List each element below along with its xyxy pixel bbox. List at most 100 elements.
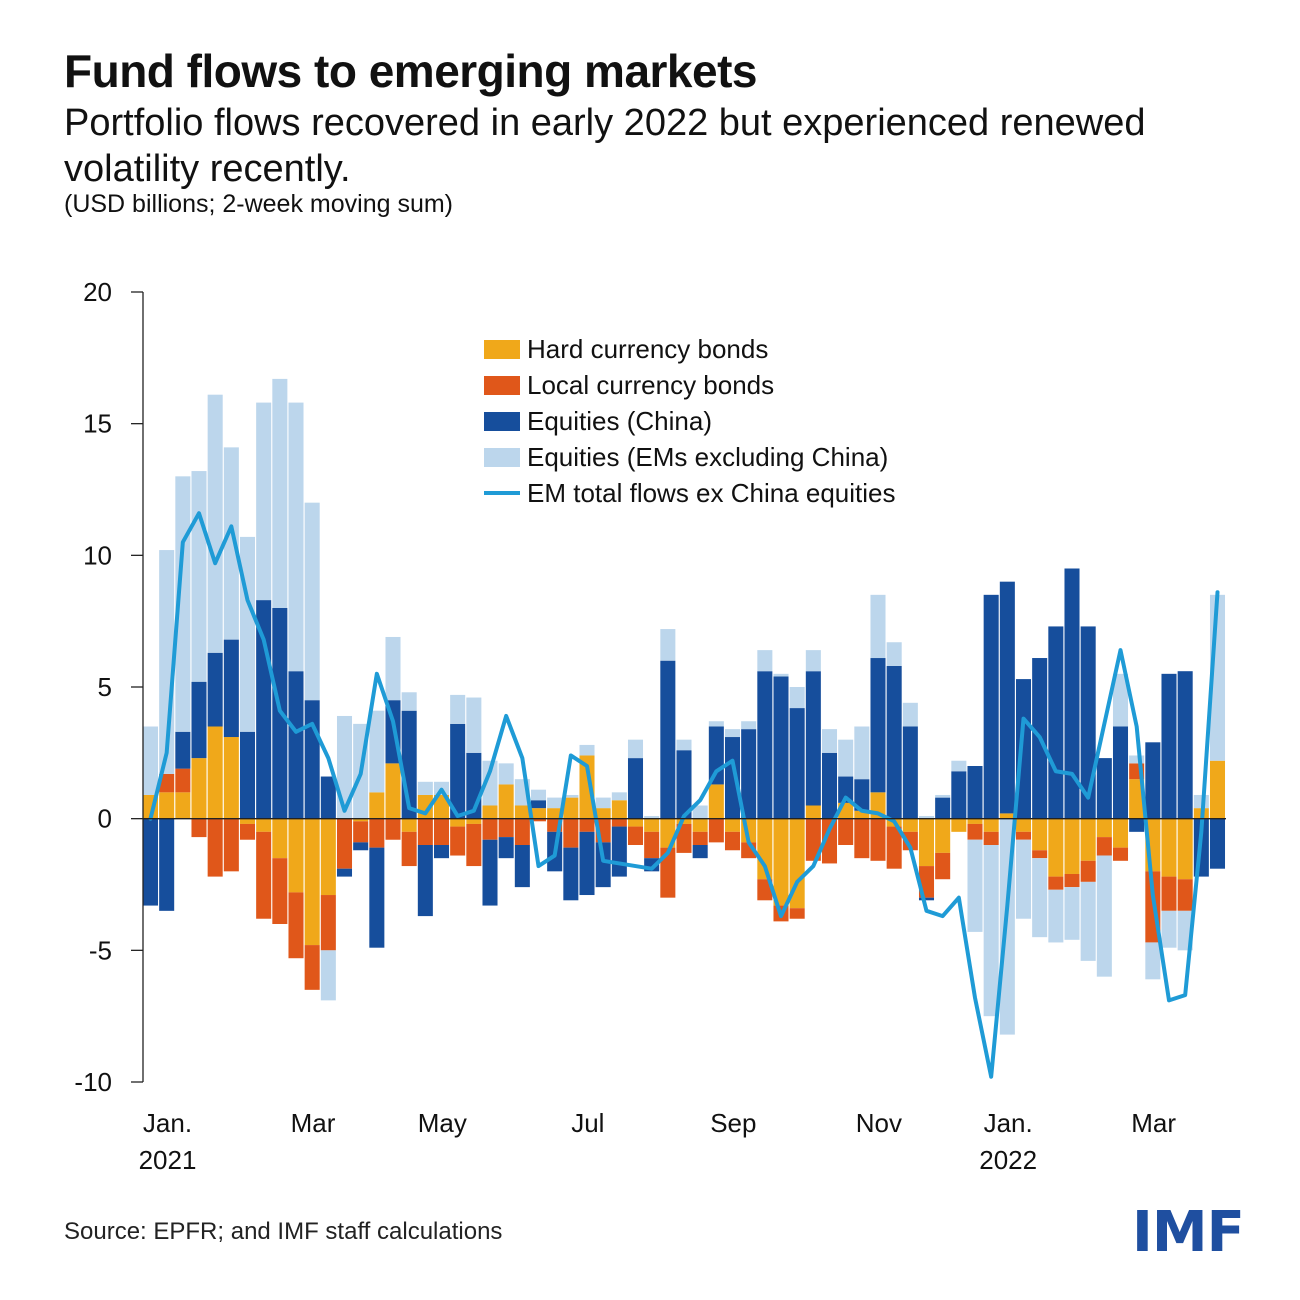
bar-hard-currency-bonds — [353, 818, 369, 822]
bar-equities-ex-china — [385, 636, 401, 701]
bar-equities-ex-china — [611, 792, 627, 801]
bar-local-currency-bonds — [288, 892, 304, 959]
bar-equities-ex-china — [563, 794, 579, 798]
bar-local-currency-bonds — [175, 768, 191, 793]
bar-equities-china — [579, 831, 595, 896]
bar-equities-ex-china — [1096, 855, 1112, 977]
line-em-total-flows — [148, 511, 1220, 1079]
bar-local-currency-bonds — [401, 831, 417, 867]
bar-local-currency-bonds — [821, 818, 838, 864]
bar-hard-currency-bonds — [1064, 818, 1080, 874]
bar-equities-ex-china — [547, 797, 563, 809]
bar-local-currency-bonds — [1064, 873, 1080, 888]
bar-equities-china — [1064, 568, 1080, 819]
bar-hard-currency-bonds — [385, 763, 401, 819]
bar-equities-ex-china — [708, 721, 724, 727]
bar-equities-china — [514, 845, 530, 888]
bar-equities-ex-china — [530, 789, 547, 801]
bar-equities-china — [870, 658, 886, 793]
bar-local-currency-bonds — [336, 818, 353, 869]
bar-equities-ex-china — [741, 721, 757, 730]
bar-equities-ex-china — [854, 726, 870, 780]
bar-local-currency-bonds — [320, 895, 336, 951]
legend: Hard currency bonds Local currency bonds E… — [484, 334, 896, 508]
bar-hard-currency-bonds — [466, 818, 482, 824]
bar-local-currency-bonds — [369, 818, 385, 848]
bar-equities-china — [1112, 726, 1129, 819]
bar-equities-ex-china — [175, 476, 191, 732]
bar-local-currency-bonds — [1177, 879, 1193, 911]
bar-local-currency-bonds — [902, 831, 918, 851]
line-layer — [148, 511, 1220, 1079]
x-tick-label: Jan. — [143, 1108, 192, 1138]
bar-equities-ex-china — [951, 760, 967, 772]
bar-local-currency-bonds — [983, 831, 999, 845]
bar-equities-ex-china — [223, 447, 239, 640]
bar-equities-ex-china — [288, 402, 304, 672]
bar-local-currency-bonds — [1015, 831, 1032, 840]
bar-equities-ex-china — [1015, 839, 1032, 919]
bar-hard-currency-bonds — [854, 810, 870, 819]
bar-equities-china — [191, 681, 207, 759]
bar-equities-china — [902, 726, 918, 819]
bar-local-currency-bonds — [967, 823, 983, 840]
bar-equities-china — [692, 845, 708, 859]
bar-equities-china — [433, 845, 450, 859]
bar-local-currency-bonds — [514, 818, 530, 845]
bar-hard-currency-bonds — [983, 818, 999, 832]
bar-hard-currency-bonds — [304, 818, 320, 946]
bar-local-currency-bonds — [223, 818, 239, 872]
bar-hard-currency-bonds — [482, 805, 498, 819]
bar-equities-ex-china — [1129, 755, 1145, 764]
bar-equities-ex-china — [660, 629, 676, 661]
bar-local-currency-bonds — [385, 818, 401, 840]
bar-equities-china — [353, 842, 369, 851]
bar-local-currency-bonds — [676, 823, 692, 853]
y-tick-label: -10 — [74, 1067, 112, 1097]
bar-hard-currency-bonds — [708, 784, 724, 819]
bar-local-currency-bonds — [789, 908, 805, 919]
x-tick-label: Sep — [710, 1108, 756, 1138]
y-tick-label: 10 — [83, 540, 112, 570]
bar-hard-currency-bonds — [547, 808, 563, 819]
source-note: Source: EPFR; and IMF staff calculations — [64, 1218, 503, 1245]
bar-equities-china — [288, 671, 304, 819]
bar-hard-currency-bonds — [1161, 818, 1177, 877]
bar-equities-ex-china — [239, 536, 256, 732]
bar-equities-china — [886, 665, 902, 819]
bar-local-currency-bonds — [627, 826, 644, 845]
bar-local-currency-bonds — [692, 831, 708, 845]
bar-hard-currency-bonds — [514, 805, 530, 819]
bar-hard-currency-bonds — [1048, 818, 1064, 877]
bar-hard-currency-bonds — [644, 818, 660, 832]
units-note: (USD billions; 2-week moving sum) — [64, 190, 454, 218]
bar-hard-currency-bonds — [223, 737, 239, 819]
bar-equities-china — [207, 652, 223, 727]
bar-equities-china — [1145, 742, 1161, 819]
x-tick-year-label: 2021 — [139, 1145, 197, 1175]
bar-local-currency-bonds — [304, 945, 320, 990]
bar-equities-china — [805, 671, 821, 806]
bar-equities-china — [627, 758, 644, 819]
imf-logo: IMF — [1132, 1200, 1245, 1265]
bar-local-currency-bonds — [256, 831, 272, 919]
bar-hard-currency-bonds — [999, 813, 1015, 819]
bar-equities-ex-china — [482, 760, 498, 806]
bar-equities-china — [676, 750, 692, 819]
bar-hard-currency-bonds — [191, 758, 207, 819]
bar-hard-currency-bonds — [1096, 818, 1112, 838]
bar-equities-china — [482, 839, 498, 906]
bar-hard-currency-bonds — [1080, 818, 1096, 861]
bar-equities-ex-china — [142, 726, 159, 795]
bar-local-currency-bonds — [482, 818, 498, 840]
bar-equities-china — [967, 766, 983, 819]
bar-equities-china — [304, 700, 320, 819]
bar-local-currency-bonds — [611, 818, 627, 827]
bar-equities-china — [918, 897, 935, 901]
bar-equities-china — [854, 779, 870, 811]
bar-equities-china — [724, 737, 741, 819]
bar-equities-ex-china — [789, 687, 805, 709]
bar-local-currency-bonds — [660, 847, 676, 898]
bar-local-currency-bonds — [159, 773, 175, 793]
bar-equities-ex-china — [304, 502, 320, 701]
